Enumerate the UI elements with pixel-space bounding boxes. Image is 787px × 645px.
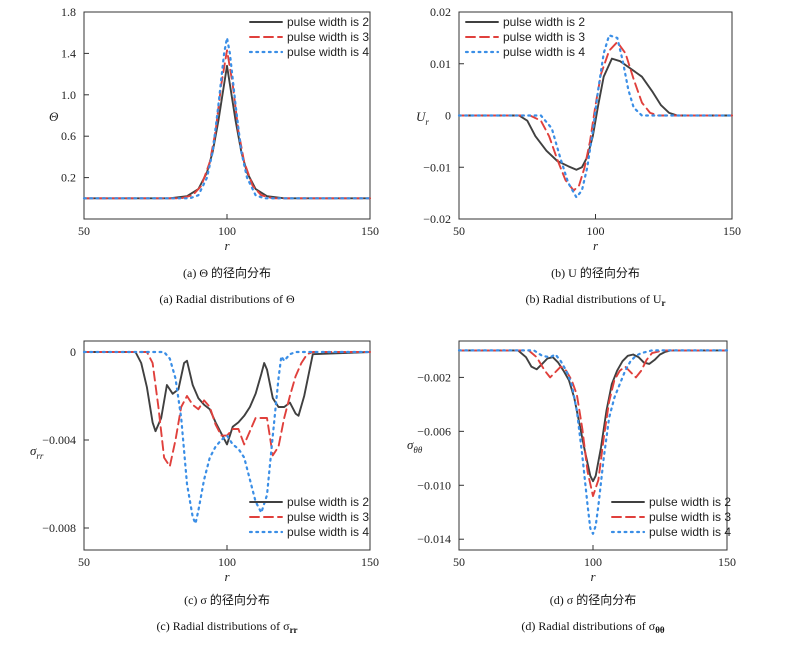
legend-label: pulse width is 4 <box>287 45 369 59</box>
legend-label: pulse width is 2 <box>503 15 585 29</box>
legend-label: pulse width is 2 <box>649 495 731 509</box>
x-tick-label: 150 <box>718 555 736 569</box>
chart-panel-2: 50 100 150 −0.02 −0.01 0 0.01 0.02 r Ur pulse widt… <box>416 5 741 308</box>
y-tick-label: 1.8 <box>61 5 76 19</box>
y-tick-label: 1.4 <box>61 46 76 60</box>
y-tick-label: −0.008 <box>42 521 76 535</box>
series-line-3 <box>457 34 734 199</box>
series-line-3 <box>457 349 729 535</box>
series-line-3 <box>82 350 372 525</box>
y-tick-label: −0.004 <box>42 433 76 447</box>
x-axis-label: r <box>224 238 230 253</box>
x-tick-label: 100 <box>218 555 236 569</box>
series-line-3 <box>82 36 372 200</box>
legend-label: pulse width is 4 <box>503 45 585 59</box>
y-tick-label: 0.01 <box>430 57 451 71</box>
x-tick-label: 50 <box>453 224 465 238</box>
caption-en: (c) Radial distributions of σrr <box>156 619 297 635</box>
x-axis-label: r <box>593 238 599 253</box>
caption-en: (d) Radial distributions of σθθ <box>521 619 664 635</box>
series-line-1 <box>83 64 371 200</box>
x-tick-label: 150 <box>361 224 379 238</box>
x-tick-label: 150 <box>361 555 379 569</box>
x-axis-label: r <box>224 569 230 584</box>
x-tick-label: 50 <box>78 555 90 569</box>
y-axis-label: Θ <box>49 109 59 124</box>
caption-cn: (c) σ 的径向分布 <box>184 592 270 607</box>
x-tick-label: 50 <box>453 555 465 569</box>
caption-cn: (a) Θ 的径向分布 <box>183 265 271 280</box>
legend-label: pulse width is 4 <box>649 525 731 539</box>
x-tick-label: 50 <box>78 224 90 238</box>
caption-en: (a) Radial distributions of Θ <box>159 292 295 306</box>
series-line-2 <box>83 351 371 468</box>
y-tick-label: 1.0 <box>61 88 76 102</box>
series-line-2 <box>83 49 371 200</box>
legend-label: pulse width is 4 <box>287 525 369 539</box>
caption-en: (b) Radial distributions of Ur <box>526 292 666 308</box>
series-line-1 <box>83 351 371 446</box>
x-tick-label: 100 <box>218 224 236 238</box>
y-tick-label: −0.010 <box>417 478 451 492</box>
y-tick-label: −0.01 <box>423 160 451 174</box>
x-axis-label: r <box>590 569 596 584</box>
y-axis-label: Ur <box>416 109 429 127</box>
y-tick-label: −0.02 <box>423 212 451 226</box>
legend-label: pulse width is 3 <box>287 510 369 524</box>
legend-label: pulse width is 2 <box>287 15 369 29</box>
chart-panel-4: 50 100 150 −0.002 −0.006 −0.010 −0.014 r σθθ puls… <box>407 340 736 635</box>
x-tick-label: 100 <box>584 555 602 569</box>
legend-label: pulse width is 3 <box>649 510 731 524</box>
y-tick-label: −0.002 <box>417 370 451 384</box>
series-line-2 <box>458 349 728 498</box>
y-axis-label: σθθ <box>407 437 423 455</box>
caption-cn: (d) σ 的径向分布 <box>550 592 636 607</box>
y-tick-label: 0.02 <box>430 5 451 19</box>
series-line-1 <box>458 57 733 171</box>
caption-cn: (b) U 的径向分布 <box>551 265 640 280</box>
x-tick-label: 100 <box>587 224 605 238</box>
y-tick-label: −0.014 <box>417 532 451 546</box>
y-tick-label: 0.6 <box>61 129 76 143</box>
legend-label: pulse width is 3 <box>287 30 369 44</box>
legend-label: pulse width is 2 <box>287 495 369 509</box>
y-tick-label: 0.2 <box>61 171 76 185</box>
y-tick-label: 0 <box>445 109 451 123</box>
x-tick-label: 150 <box>723 224 741 238</box>
series-line-1 <box>458 349 728 483</box>
legend-label: pulse width is 3 <box>503 30 585 44</box>
y-tick-label: 0 <box>70 345 76 359</box>
y-tick-label: −0.006 <box>417 424 451 438</box>
series-line-2 <box>458 41 733 192</box>
